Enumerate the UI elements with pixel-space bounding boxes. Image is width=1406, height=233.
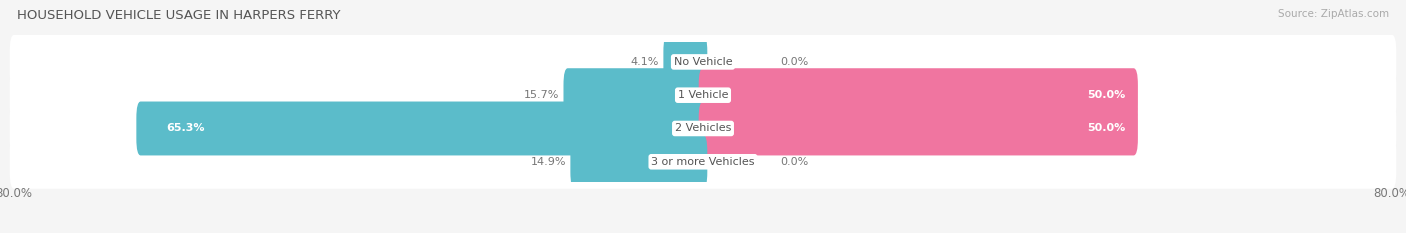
Text: 1 Vehicle: 1 Vehicle xyxy=(678,90,728,100)
Text: 50.0%: 50.0% xyxy=(1087,123,1125,134)
FancyBboxPatch shape xyxy=(571,135,707,189)
Text: 0.0%: 0.0% xyxy=(780,157,808,167)
FancyBboxPatch shape xyxy=(699,102,1137,155)
FancyBboxPatch shape xyxy=(10,35,1396,89)
Text: 65.3%: 65.3% xyxy=(166,123,205,134)
Text: 4.1%: 4.1% xyxy=(631,57,659,67)
Text: HOUSEHOLD VEHICLE USAGE IN HARPERS FERRY: HOUSEHOLD VEHICLE USAGE IN HARPERS FERRY xyxy=(17,9,340,22)
FancyBboxPatch shape xyxy=(10,102,1396,155)
FancyBboxPatch shape xyxy=(699,68,1137,122)
Text: 50.0%: 50.0% xyxy=(1087,90,1125,100)
FancyBboxPatch shape xyxy=(136,102,707,155)
FancyBboxPatch shape xyxy=(10,135,1396,189)
FancyBboxPatch shape xyxy=(664,35,707,89)
Text: Source: ZipAtlas.com: Source: ZipAtlas.com xyxy=(1278,9,1389,19)
Text: 3 or more Vehicles: 3 or more Vehicles xyxy=(651,157,755,167)
FancyBboxPatch shape xyxy=(564,68,707,122)
Text: No Vehicle: No Vehicle xyxy=(673,57,733,67)
FancyBboxPatch shape xyxy=(10,68,1396,122)
Text: 0.0%: 0.0% xyxy=(780,57,808,67)
Text: 15.7%: 15.7% xyxy=(524,90,560,100)
Text: 14.9%: 14.9% xyxy=(530,157,567,167)
Text: 2 Vehicles: 2 Vehicles xyxy=(675,123,731,134)
